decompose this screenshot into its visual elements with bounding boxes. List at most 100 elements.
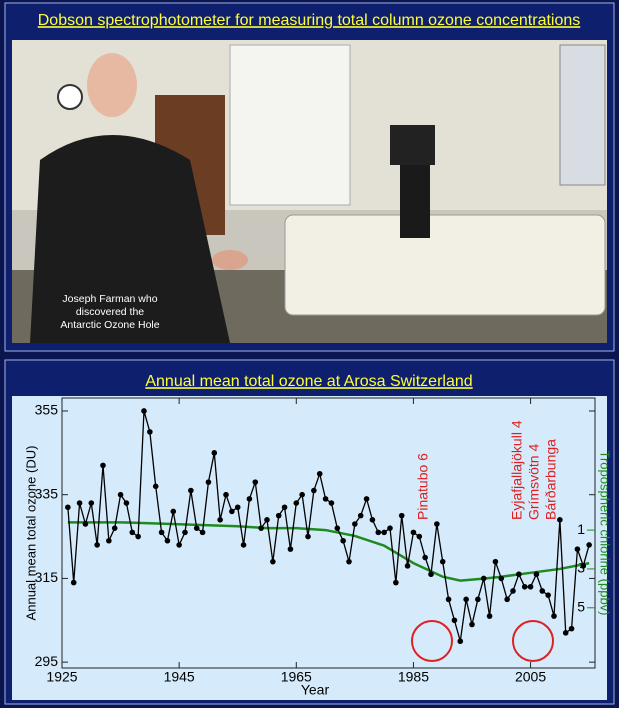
data-point: [334, 525, 341, 531]
data-point: [229, 508, 235, 515]
data-point: [182, 529, 188, 536]
data-point: [416, 533, 423, 540]
data-point: [305, 533, 311, 540]
data-point: [521, 583, 528, 590]
data-point: [510, 588, 516, 594]
data-point: [475, 596, 481, 603]
data-point: [275, 512, 282, 519]
x-tick-label: 2005: [515, 669, 546, 685]
data-point: [65, 504, 71, 511]
data-point: [322, 496, 329, 502]
data-point: [352, 521, 358, 527]
data-point: [211, 450, 218, 456]
data-point: [410, 529, 417, 536]
data-point: [152, 483, 159, 490]
data-point: [498, 575, 505, 582]
data-point: [357, 512, 364, 519]
data-point: [246, 496, 253, 502]
data-point: [88, 500, 95, 506]
data-point: [387, 525, 393, 531]
data-point: [193, 525, 200, 531]
x-axis-label: Year: [301, 682, 330, 698]
data-point: [469, 621, 475, 628]
data-point: [340, 537, 346, 544]
data-point: [504, 596, 510, 603]
data-point: [457, 638, 464, 645]
data-point: [217, 517, 223, 523]
data-point: [539, 588, 546, 594]
data-point: [346, 558, 352, 565]
data-point: [562, 630, 569, 636]
data-point: [527, 583, 534, 590]
data-point: [111, 525, 118, 531]
series-line: [67, 521, 590, 582]
data-point: [270, 558, 276, 565]
data-point: [234, 504, 241, 511]
caption: Joseph Farman who: [62, 293, 157, 305]
data-point: [551, 613, 557, 619]
data-point: [363, 496, 370, 502]
data-point: [445, 596, 452, 603]
data-point: [299, 491, 305, 498]
y2-axis-label: Tropospheric chlorine (ppbv): [598, 451, 613, 616]
data-point: [422, 554, 428, 561]
data-point: [123, 500, 130, 506]
data-point: [480, 575, 487, 582]
annotation: Eyjafjallajökull 4: [509, 420, 525, 520]
data-point: [439, 558, 446, 565]
data-point: [516, 571, 522, 578]
photo: [12, 40, 607, 343]
data-point: [147, 429, 153, 435]
data-point: [117, 491, 124, 498]
data-point: [188, 487, 194, 494]
data-point: [281, 504, 288, 511]
data-point: [94, 542, 100, 548]
x-tick-label: 1965: [281, 669, 312, 685]
data-point: [240, 542, 247, 548]
data-point: [76, 500, 83, 506]
data-point: [106, 537, 112, 544]
y2-tick-label: 5: [577, 598, 585, 614]
y-tick-label: 355: [35, 402, 59, 418]
y-axis-label: Annual mean total ozone (DU): [23, 446, 38, 621]
data-point: [82, 521, 89, 527]
data-point: [258, 525, 264, 531]
data-point: [100, 462, 106, 469]
photo-title: Dobson spectrophotometer for measuring t…: [38, 12, 581, 29]
data-point: [129, 529, 136, 536]
highlight-circle: [411, 620, 453, 662]
x-tick-label: 1925: [46, 669, 77, 685]
data-point: [451, 617, 458, 624]
data-point: [568, 625, 575, 632]
data-point: [492, 558, 499, 565]
data-point: [316, 470, 323, 477]
data-point: [428, 571, 434, 578]
annotation: Pinatubo 6: [415, 453, 431, 520]
data-point: [557, 517, 563, 523]
data-point: [434, 521, 440, 527]
highlight-circle: [512, 620, 554, 662]
data-point: [135, 533, 141, 540]
data-point: [223, 491, 229, 498]
data-point: [533, 571, 540, 578]
caption: Antarctic Ozone Hole: [60, 319, 159, 331]
data-point: [586, 542, 592, 548]
y-tick-label: 295: [35, 653, 59, 669]
x-tick-label: 1945: [164, 669, 195, 685]
y-tick-label: 335: [35, 485, 59, 501]
data-point: [287, 546, 294, 552]
data-point: [158, 529, 165, 536]
data-point: [70, 579, 77, 586]
data-point: [264, 517, 270, 523]
data-point: [580, 563, 587, 569]
data-point: [574, 546, 581, 552]
data-point: [199, 529, 206, 536]
data-point: [252, 479, 259, 485]
data-point: [328, 500, 335, 506]
data-point: [164, 537, 171, 544]
series-line: [67, 410, 590, 642]
data-point: [545, 592, 551, 598]
y2-tick-label: 1: [577, 521, 585, 537]
